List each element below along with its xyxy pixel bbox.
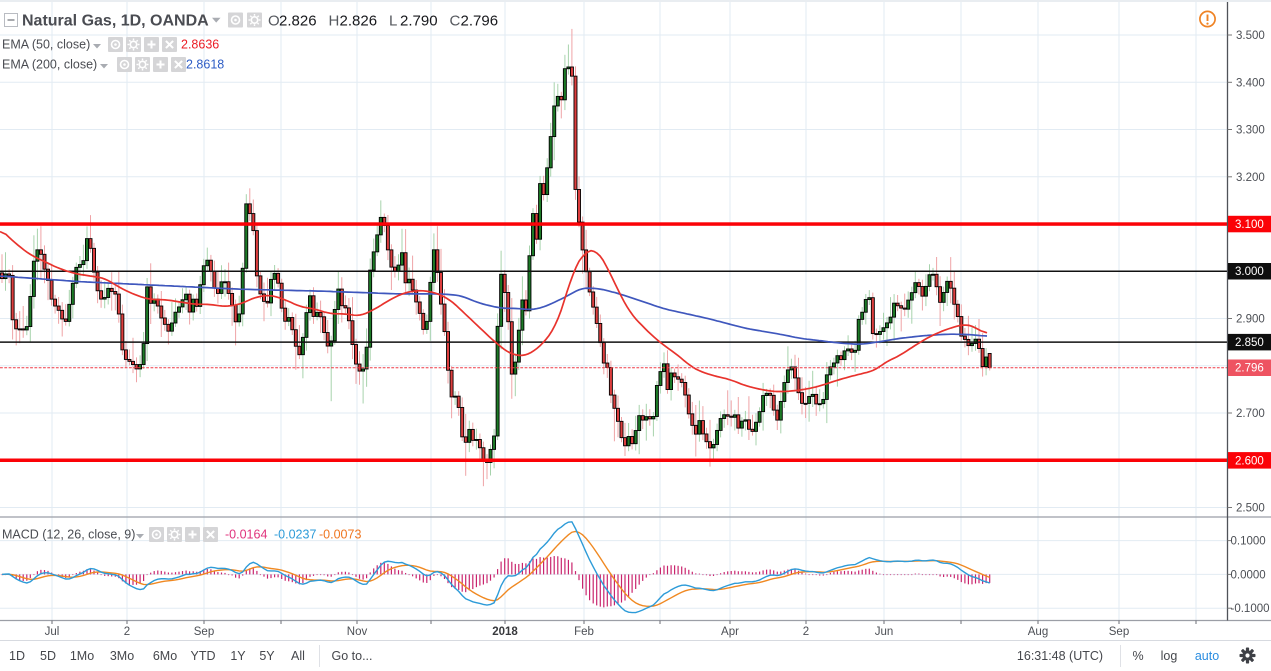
svg-text:Go to...: Go to... xyxy=(332,649,373,663)
svg-text:2018: 2018 xyxy=(492,626,518,638)
svg-text:Natural Gas, 1D, OANDA: Natural Gas, 1D, OANDA xyxy=(22,13,209,30)
svg-text:1D: 1D xyxy=(9,649,25,663)
svg-text:log: log xyxy=(1161,649,1178,663)
svg-text:Sep: Sep xyxy=(194,626,214,638)
svg-text:2.900: 2.900 xyxy=(1236,314,1265,326)
svg-text:-0.0237: -0.0237 xyxy=(274,528,316,542)
svg-text:0.0000: 0.0000 xyxy=(1231,569,1266,581)
svg-text:2: 2 xyxy=(124,626,130,638)
svg-text:5Y: 5Y xyxy=(259,649,275,663)
svg-text:3.200: 3.200 xyxy=(1236,172,1265,184)
svg-text:2.826: 2.826 xyxy=(279,13,317,30)
svg-text:Jul: Jul xyxy=(45,626,60,638)
svg-text:EMA (200, close): EMA (200, close) xyxy=(2,58,97,72)
svg-text:16:31:48 (UTC): 16:31:48 (UTC) xyxy=(1017,649,1103,663)
svg-text:O: O xyxy=(268,13,280,30)
svg-text:MACD (12, 26, close, 9): MACD (12, 26, close, 9) xyxy=(2,528,135,542)
svg-text:3.000: 3.000 xyxy=(1235,266,1264,278)
svg-text:2.850: 2.850 xyxy=(1235,337,1264,349)
svg-text:2.790: 2.790 xyxy=(400,13,438,30)
svg-text:0.1000: 0.1000 xyxy=(1231,536,1266,548)
svg-text:2.600: 2.600 xyxy=(1235,455,1264,467)
svg-text:3Mo: 3Mo xyxy=(110,649,134,663)
svg-text:-0.1000: -0.1000 xyxy=(1231,603,1270,615)
svg-text:2.8618: 2.8618 xyxy=(186,58,224,72)
svg-text:2.500: 2.500 xyxy=(1236,503,1265,515)
svg-text:1Mo: 1Mo xyxy=(70,649,94,663)
svg-text:3.100: 3.100 xyxy=(1235,219,1264,231)
svg-text:1Y: 1Y xyxy=(230,649,246,663)
svg-text:5D: 5D xyxy=(40,649,56,663)
svg-text:All: All xyxy=(291,649,305,663)
svg-text:3.500: 3.500 xyxy=(1236,30,1265,42)
svg-text:6Mo: 6Mo xyxy=(153,649,177,663)
svg-text:Jun: Jun xyxy=(875,626,894,638)
svg-text:2.796: 2.796 xyxy=(461,13,499,30)
svg-text:Feb: Feb xyxy=(574,626,594,638)
svg-text:Aug: Aug xyxy=(1028,626,1048,638)
svg-text:H: H xyxy=(329,13,340,30)
svg-text:2.826: 2.826 xyxy=(340,13,378,30)
svg-text:Nov: Nov xyxy=(347,626,368,638)
svg-text:auto: auto xyxy=(1195,649,1219,663)
svg-text:2.796: 2.796 xyxy=(1235,363,1264,375)
svg-text:-0.0164: -0.0164 xyxy=(225,528,267,542)
svg-text:3.400: 3.400 xyxy=(1236,77,1265,89)
svg-text:-0.0073: -0.0073 xyxy=(319,528,361,542)
svg-text:EMA (50, close): EMA (50, close) xyxy=(2,38,90,52)
svg-text:2.8636: 2.8636 xyxy=(181,38,219,52)
svg-text:2: 2 xyxy=(803,626,809,638)
svg-text:C: C xyxy=(450,13,461,30)
svg-text:2.700: 2.700 xyxy=(1236,408,1265,420)
svg-text:3.300: 3.300 xyxy=(1236,125,1265,137)
svg-text:%: % xyxy=(1132,649,1143,663)
svg-text:YTD: YTD xyxy=(191,649,216,663)
svg-text:Sep: Sep xyxy=(1109,626,1129,638)
svg-text:Apr: Apr xyxy=(721,626,739,638)
svg-text:L: L xyxy=(389,13,397,30)
